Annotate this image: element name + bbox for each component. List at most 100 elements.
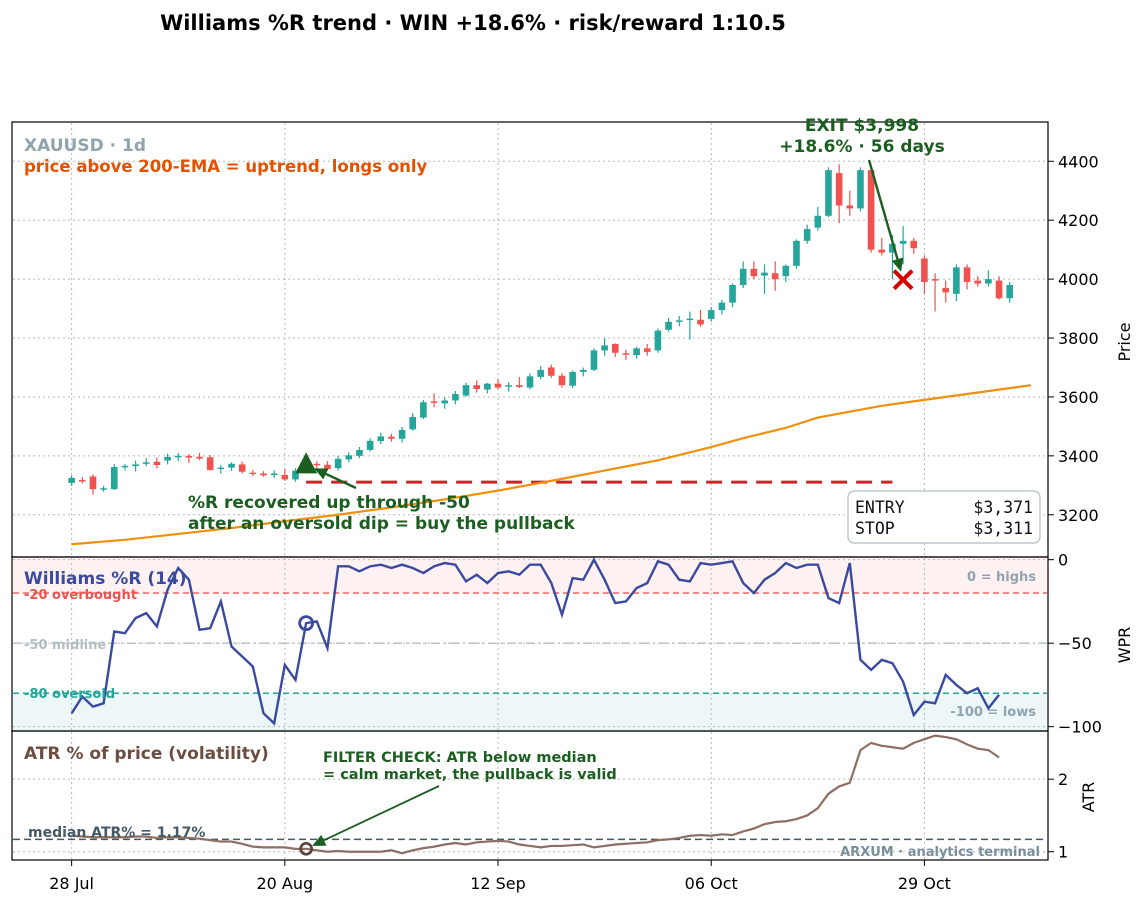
price-tick-label: 3400 — [1058, 447, 1099, 466]
candle — [153, 457, 161, 469]
atr-line — [71, 734, 1000, 855]
wpr-line — [70, 557, 1000, 726]
candle — [548, 364, 555, 378]
candle — [356, 447, 363, 459]
candle-body — [409, 416, 417, 430]
exit-marker — [892, 269, 914, 291]
candle-body — [910, 240, 918, 249]
candle — [526, 373, 534, 390]
candle — [643, 343, 651, 356]
wpr-tick-label: 0 — [1058, 551, 1068, 570]
candle — [782, 264, 790, 283]
wpr-midline-label: -50 midline — [24, 638, 106, 653]
candle — [228, 462, 235, 471]
wpr-tick-label: −100 — [1058, 718, 1102, 737]
candle — [494, 379, 502, 390]
candle-body — [100, 488, 107, 490]
candle-body — [729, 285, 736, 303]
candle-body — [356, 449, 363, 456]
candle — [569, 370, 576, 389]
candle-body — [569, 371, 576, 386]
candle-body — [516, 385, 523, 387]
candle — [878, 237, 886, 256]
filter-note-line2: = calm market, the pullback is valid — [323, 767, 617, 783]
entry-arrowhead — [314, 468, 329, 480]
candle-body — [963, 267, 971, 283]
wpr-y-label: WPR — [1115, 627, 1134, 664]
median-atr-label: median ATR% = 1.17% — [28, 825, 205, 841]
entry-marker — [295, 452, 318, 474]
wpr-highs-label: 0 = highs — [967, 570, 1036, 585]
candle-body — [313, 463, 321, 466]
candle — [313, 461, 321, 470]
candle — [707, 307, 715, 322]
exit-label: EXIT $3,998 — [805, 116, 919, 136]
candles — [68, 164, 1013, 495]
candle-body — [494, 383, 502, 388]
candle-body — [441, 400, 449, 404]
trade-info-box — [847, 490, 1041, 544]
candle — [206, 454, 214, 471]
candle — [388, 433, 395, 442]
candle — [132, 460, 139, 472]
wpr-lows-label: -100 = lows — [950, 705, 1036, 720]
candle — [590, 348, 598, 372]
candle-body — [132, 464, 139, 467]
candle — [846, 190, 854, 216]
candle-body — [697, 319, 704, 325]
candle-body — [899, 240, 907, 244]
candle — [185, 454, 193, 463]
candle-body — [537, 369, 544, 377]
candle — [942, 280, 950, 303]
candle — [974, 276, 982, 287]
candle-body — [654, 330, 662, 351]
candle-body — [793, 240, 800, 266]
entry-note-line2: after an oversold dip = buy the pullback — [188, 514, 576, 534]
atr-tick-label: 2 — [1058, 770, 1068, 789]
candle-body — [324, 464, 331, 470]
candle-body — [121, 465, 129, 468]
candle-body — [995, 280, 1003, 299]
filter-note-line1: FILTER CHECK: ATR below median — [323, 750, 597, 766]
candle — [484, 382, 491, 394]
candle — [78, 477, 86, 484]
candle-body — [89, 476, 97, 490]
candle — [825, 167, 832, 218]
x-tick-label: 29 Oct — [898, 874, 951, 893]
atr-panel: 12 ATR % of price (volatility) FILTER CH… — [11, 730, 1098, 862]
x-tick-label: 20 Aug — [256, 874, 313, 893]
candle — [793, 239, 800, 269]
candle — [835, 164, 843, 224]
candle-body — [473, 385, 481, 389]
price-panel: 3200 3400 3600 3800 4000 4200 4400 XAUUSD · 1d… — [11, 116, 1134, 558]
candle-body — [398, 429, 406, 439]
candle-body — [686, 318, 694, 321]
candle-body — [814, 215, 822, 228]
candle — [196, 452, 203, 461]
candle — [164, 453, 171, 465]
candle-body — [526, 376, 534, 388]
candle — [931, 273, 939, 312]
candle — [953, 264, 960, 302]
candle-body — [921, 258, 928, 283]
candle — [121, 464, 129, 471]
candle — [750, 261, 758, 280]
candle-body — [249, 472, 257, 475]
candle-body — [889, 243, 896, 253]
candle-body — [185, 455, 193, 458]
candle-body — [953, 267, 960, 294]
candle — [814, 206, 822, 231]
candle-body — [803, 229, 811, 241]
candle-body — [238, 464, 246, 472]
candle — [281, 468, 289, 481]
candle — [1006, 282, 1013, 303]
candle — [963, 264, 971, 290]
candle-body — [430, 401, 438, 403]
candle-body — [142, 462, 150, 464]
price-y-label: Price — [1115, 322, 1134, 361]
watermark: ARXUM · analytics terminal — [840, 845, 1040, 860]
price-tick-label: 3600 — [1058, 388, 1099, 407]
candle — [452, 391, 459, 405]
